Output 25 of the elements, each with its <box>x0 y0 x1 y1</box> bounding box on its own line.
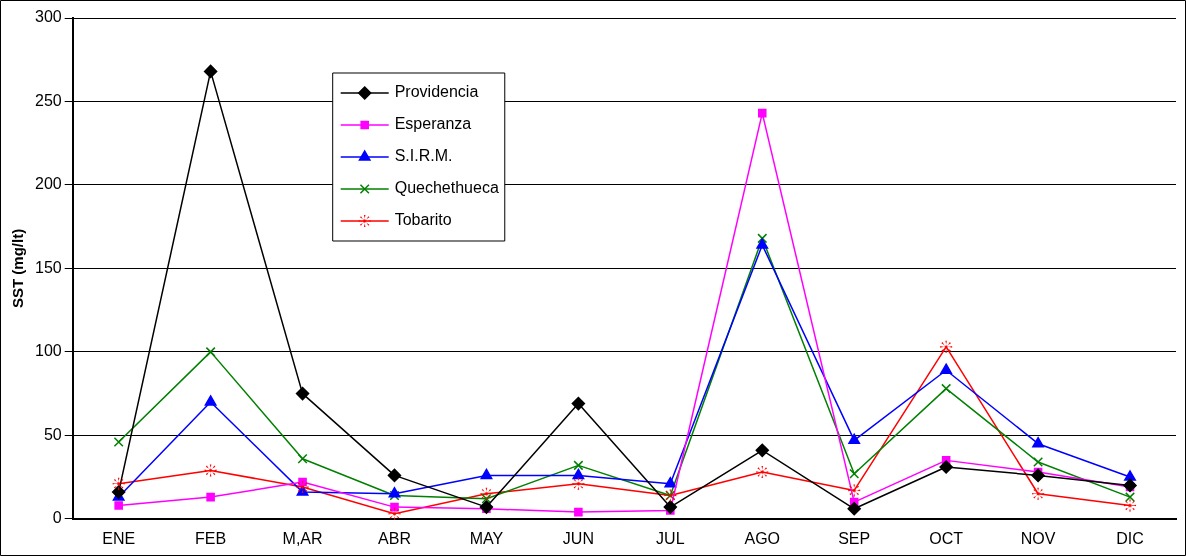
x-tick-label: NOV <box>1020 529 1056 547</box>
y-axis-title: SST (mg/lt) <box>9 228 27 308</box>
y-tick-label: 300 <box>34 8 62 26</box>
x-tick-label: AGO <box>744 529 781 547</box>
legend-label: Esperanza <box>394 115 472 133</box>
x-tick-label: M,AR <box>282 529 323 547</box>
legend-label: Providencia <box>394 83 479 101</box>
legend-label: S.I.R.M. <box>394 147 453 165</box>
y-tick-label: 50 <box>43 425 62 443</box>
y-tick-label: 250 <box>34 91 62 109</box>
x-tick-label: JUL <box>656 529 685 547</box>
x-tick-label: FEB <box>195 529 227 547</box>
legend-label: Tobarito <box>394 211 452 229</box>
x-tick-label: JUN <box>562 529 594 547</box>
x-tick-label: ENE <box>102 529 136 547</box>
x-tick-label: ABR <box>378 529 411 547</box>
y-tick-label: 200 <box>34 175 62 193</box>
x-tick-label: MAY <box>469 529 504 547</box>
x-tick-label: SEP <box>838 529 871 547</box>
y-tick-label: 0 <box>52 509 62 527</box>
y-tick-label: 100 <box>34 342 62 360</box>
y-tick-label: 150 <box>34 258 62 276</box>
legend-label: Quechethueca <box>394 179 499 197</box>
x-tick-label: DIC <box>1116 529 1144 547</box>
x-tick-label: OCT <box>929 529 964 547</box>
